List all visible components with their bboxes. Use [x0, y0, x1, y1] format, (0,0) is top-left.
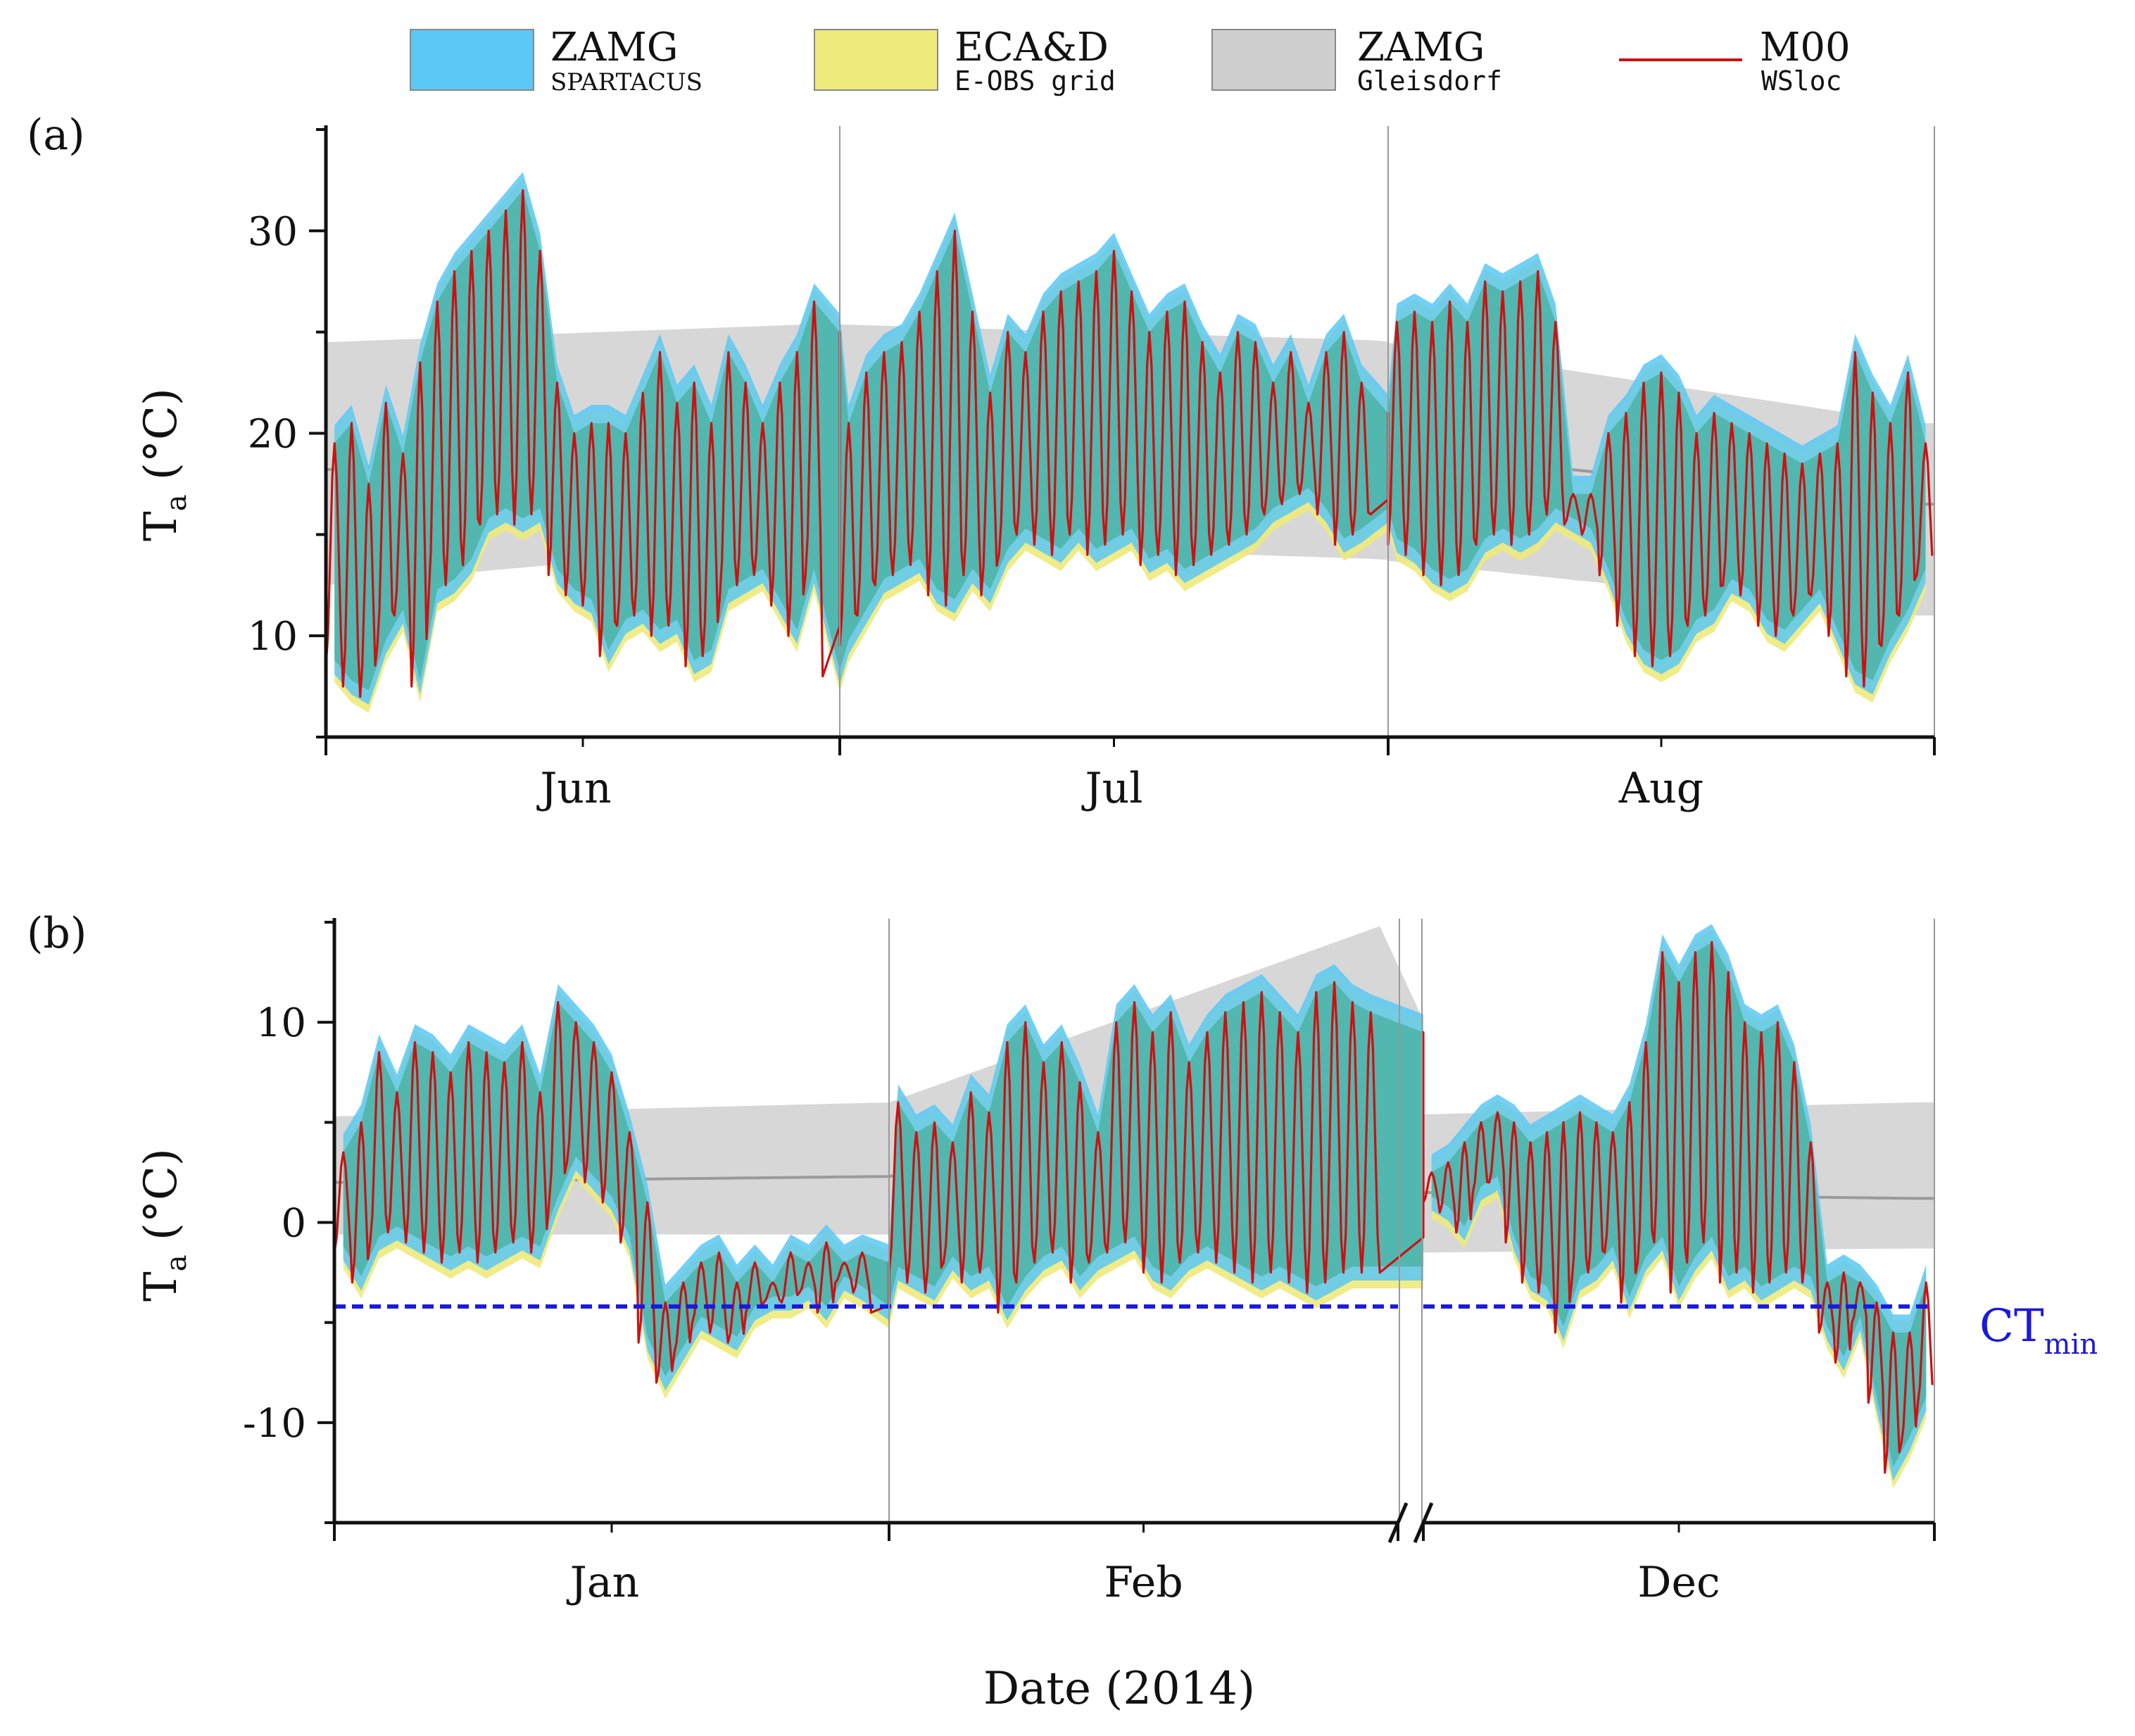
legend-title-m00: M00: [1760, 25, 1851, 70]
y-tick-label: 0: [281, 1201, 306, 1247]
legend: ZAMG SPARTACUS ECA&D E-OBS grid ZAMG Gle…: [410, 25, 1851, 96]
legend-item-spartacus: ZAMG SPARTACUS: [410, 25, 703, 96]
x-tick-label-jan: Jan: [566, 1558, 639, 1607]
m00-line: [1422, 941, 1934, 1474]
legend-swatch-spartacus: [410, 29, 534, 91]
y-tick-label: 10: [256, 1000, 306, 1046]
overlap-band: [334, 190, 1926, 691]
panel-label-a: (a): [27, 111, 85, 160]
x-tick-label-dec: Dec: [1637, 1558, 1720, 1607]
m00-line: [333, 981, 1425, 1384]
ylabel-b-unit: (°C): [135, 1148, 187, 1254]
y-tick-label: -10: [243, 1401, 306, 1447]
panel-label-b: (b): [27, 909, 87, 958]
panel-b-plot: -10 0 10 Jan Feb Dec: [243, 918, 1936, 1607]
x-tick-label-aug: Aug: [1618, 764, 1703, 813]
ylabel-a-unit: (°C): [135, 388, 187, 494]
legend-swatch-gleisdorf: [1211, 29, 1336, 91]
ctmin-label: CTmin: [1979, 1300, 2098, 1361]
y-tick-label: 30: [248, 209, 298, 255]
ylabel-b-sub: a: [160, 1254, 193, 1271]
legend-item-eobs: ECA&D E-OBS grid: [814, 25, 1116, 96]
legend-swatch-eobs: [814, 29, 938, 91]
x-tick-label-feb: Feb: [1104, 1558, 1183, 1607]
ylabel-a: Ta (°C): [135, 388, 193, 541]
legend-sub-spartacus: SPARTACUS: [550, 68, 703, 96]
y-tick-label: 20: [248, 412, 298, 458]
y-tick-label: 10: [248, 614, 298, 660]
legend-sub-gleisdorf: Gleisdorf: [1357, 65, 1502, 96]
legend-sub-eobs: E-OBS grid: [955, 65, 1116, 96]
legend-title-eobs: ECA&D: [955, 25, 1109, 70]
x-tick-label-jul: Jul: [1081, 764, 1143, 813]
legend-title-spartacus: ZAMG: [550, 25, 678, 70]
ylabel-b-main: T: [135, 1271, 187, 1302]
legend-title-gleisdorf: ZAMG: [1357, 25, 1485, 70]
ctmin-label-sub: min: [2044, 1328, 2098, 1361]
legend-item-gleisdorf: ZAMG Gleisdorf: [1211, 25, 1502, 96]
xlabel: Date (2014): [983, 1663, 1255, 1715]
ylabel-a-sub: a: [160, 494, 193, 511]
x-tick-label-jun: Jun: [536, 764, 611, 813]
ylabel-b: Ta (°C): [135, 1148, 193, 1302]
ylabel-a-main: T: [135, 511, 187, 541]
ctmin-label-main: CT: [1979, 1300, 2044, 1352]
legend-sub-m00: WSloc: [1761, 65, 1841, 96]
panel-a-plot: 10 20 30 Jun Jul Aug: [248, 125, 1936, 813]
overlap-band: [1431, 942, 1927, 1467]
legend-item-m00: M00 WSloc: [1619, 25, 1851, 96]
m00-line: [325, 189, 1934, 698]
